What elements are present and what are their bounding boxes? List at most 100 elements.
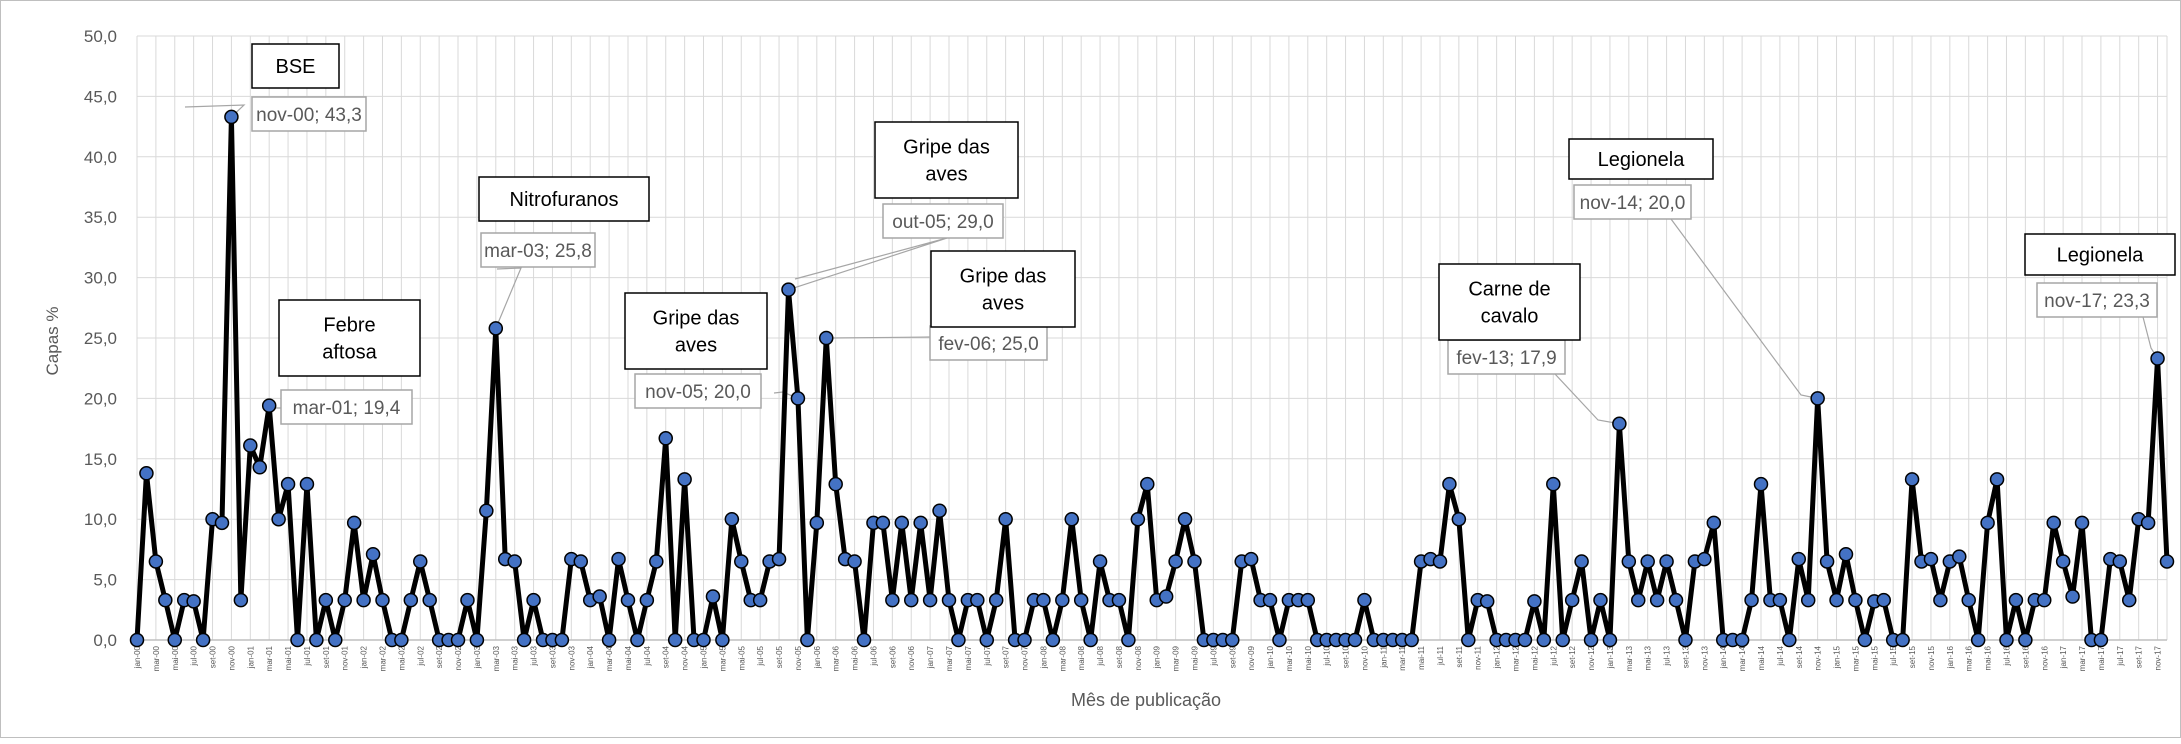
data-point <box>1187 554 1202 569</box>
x-tick-label: mar-14 <box>1738 645 1747 671</box>
y-tick-label: 25,0 <box>84 329 117 348</box>
x-tick-label: jul-08 <box>1096 645 1105 666</box>
data-point <box>2159 554 2175 569</box>
x-axis-title: Mês de publicação <box>1071 690 1221 710</box>
data-point <box>1168 554 1183 569</box>
data-point <box>1668 592 1684 608</box>
data-point <box>261 398 277 413</box>
x-tick-label: set-05 <box>775 645 784 668</box>
data-point <box>667 632 683 648</box>
annotation-box <box>1438 263 1581 341</box>
data-point <box>309 632 324 648</box>
y-tick-label: 15,0 <box>84 450 117 469</box>
data-point <box>337 592 352 608</box>
series-line <box>134 114 2170 643</box>
data-point <box>611 551 626 567</box>
x-tick-label: mar-05 <box>718 645 727 671</box>
x-tick-label: jul-14 <box>1776 645 1785 666</box>
data-point <box>1659 554 1674 569</box>
data-point <box>139 466 154 481</box>
annotation-text: Gripe das <box>903 137 990 159</box>
x-tick-label: jan-06 <box>813 645 822 669</box>
x-tick-label: jan-05 <box>700 645 709 669</box>
annotation-box <box>478 176 650 222</box>
x-tick-label: jan-03 <box>473 645 482 669</box>
x-tick-label: set-01 <box>322 645 331 668</box>
x-tick-label: mai-03 <box>511 645 520 670</box>
data-point <box>828 476 843 492</box>
x-tick-label: jul-10 <box>1323 645 1332 666</box>
x-tick-labels: jan-00 mar-00 mai-00 jul-00 set-00 nov-00 jan-… <box>133 645 2163 671</box>
data-point <box>479 503 494 518</box>
x-tick-label: set-03 <box>548 645 557 668</box>
data-point <box>516 632 532 648</box>
data-point <box>1753 476 1769 492</box>
x-tick-label: mar-11 <box>1398 645 1407 670</box>
y-tick-label: 0,0 <box>93 631 117 650</box>
x-tick-label: jan-12 <box>1493 645 1502 669</box>
x-tick-label: nov-09 <box>1247 645 1256 670</box>
data-point <box>1442 476 1457 492</box>
data-point <box>630 632 645 648</box>
annotation-text: Legionela <box>2057 245 2145 267</box>
x-tick-label: jan-04 <box>586 645 595 669</box>
data-point <box>243 438 258 453</box>
data-label-box <box>1573 184 1692 220</box>
data-point <box>734 554 749 569</box>
data-point <box>885 592 900 608</box>
data-point <box>2055 554 2071 569</box>
data-point <box>1621 554 1637 569</box>
y-tick-labels: 0,0 5,0 10,0 15,0 20,0 25,0 30,0 35,0 40,0 45,0 50… <box>84 27 117 650</box>
y-tick-label: 35,0 <box>84 208 117 227</box>
data-point <box>158 592 173 608</box>
data-point <box>658 431 673 446</box>
x-tick-label: jul-02 <box>416 645 425 666</box>
x-tick-label: mai-09 <box>1190 645 1199 670</box>
data-point <box>951 632 966 648</box>
x-tick-label: mai-14 <box>1757 645 1766 670</box>
data-point <box>1999 632 2014 648</box>
data-point <box>186 594 201 609</box>
data-point <box>819 330 834 346</box>
annotation-text: aves <box>982 293 1024 315</box>
annotation-box <box>874 121 1019 199</box>
data-point <box>941 592 957 608</box>
x-tick-label: set-07 <box>1002 645 1011 668</box>
x-tick-label: nov-03 <box>567 645 576 670</box>
data-label-box <box>1447 339 1566 375</box>
data-point <box>2008 592 2024 608</box>
annotation-boxes: BSE Febre aftosa Nitrofuranos Gripe das aves G… <box>251 43 2176 377</box>
x-tick-label: jul-16 <box>2002 645 2011 666</box>
data-point <box>979 632 995 648</box>
x-tick-label: nov-01 <box>341 645 350 670</box>
data-point <box>639 592 655 608</box>
data-label-leader <box>788 237 948 291</box>
x-tick-label: jan-09 <box>1153 645 1162 669</box>
data-point <box>1989 472 2005 487</box>
data-label: fev-06; 25,0 <box>938 334 1038 355</box>
data-point <box>649 554 664 569</box>
data-point <box>903 592 919 608</box>
x-tick-label: nov-05 <box>794 645 803 670</box>
data-point <box>2140 515 2156 531</box>
annotation-text: Carne de <box>1468 279 1550 301</box>
data-point <box>356 592 371 608</box>
data-point <box>2150 351 2165 366</box>
x-tick-label: nov-02 <box>454 645 463 670</box>
y-tick-label: 30,0 <box>84 269 117 288</box>
data-point <box>403 592 419 608</box>
data-point <box>1829 592 1844 608</box>
x-tick-label: set-11 <box>1455 645 1464 667</box>
data-point <box>469 632 485 648</box>
annotation-box <box>2024 233 2176 276</box>
data-point <box>1734 632 1750 648</box>
data-point <box>1272 632 1287 648</box>
x-tick-label: jan-10 <box>1266 645 1275 669</box>
data-point <box>1838 546 1854 562</box>
x-tick-label: jul-04 <box>643 645 652 666</box>
data-point <box>1697 551 1712 567</box>
x-tick-label: set-00 <box>209 645 218 668</box>
annotation-text: aves <box>925 164 967 186</box>
data-point <box>1640 554 1655 569</box>
data-point <box>1678 632 1693 648</box>
